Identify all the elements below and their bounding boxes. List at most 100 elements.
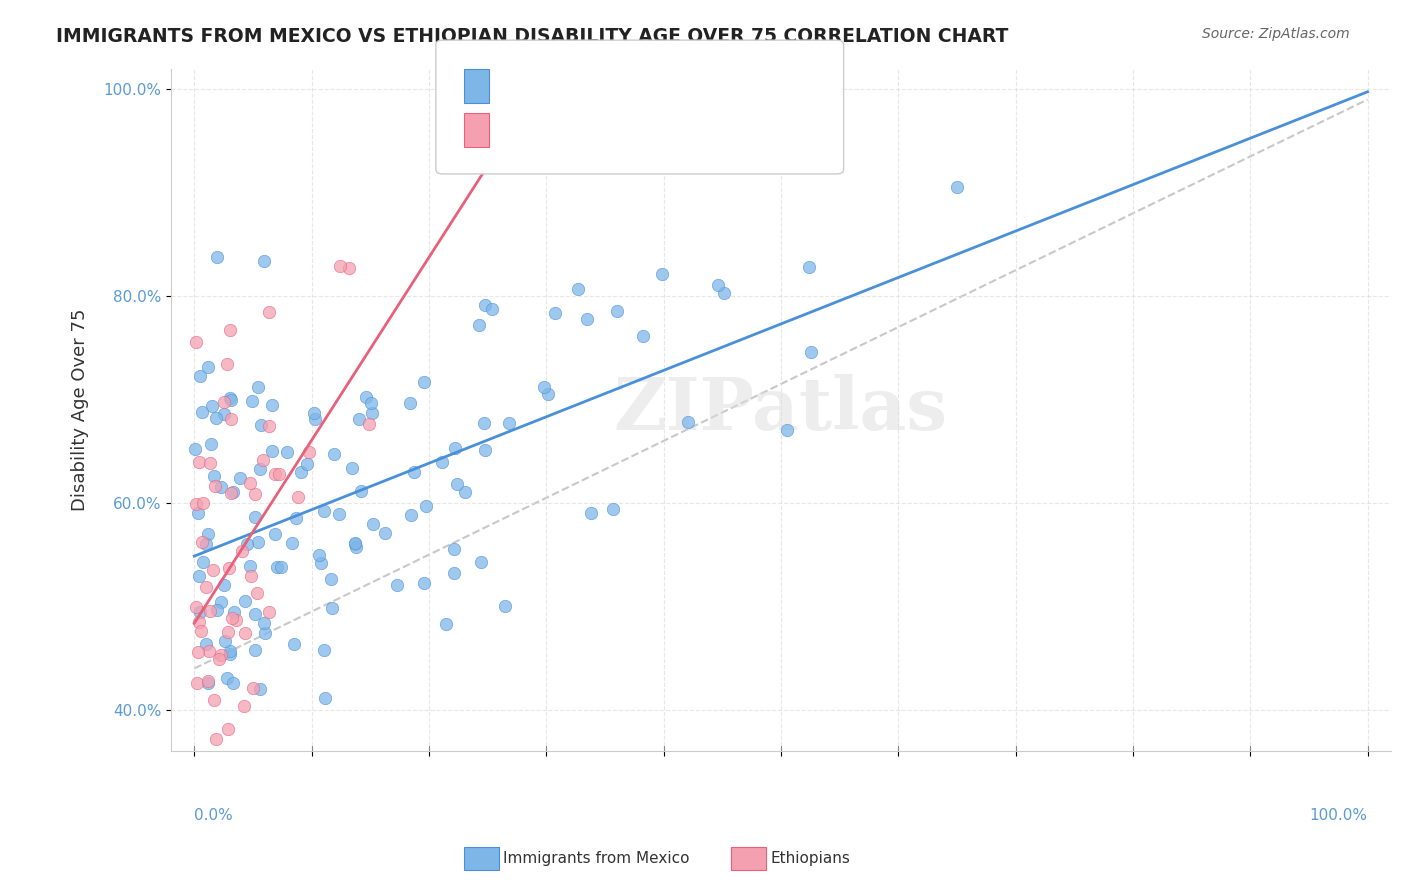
Point	[239, 558, 262, 573]
Point	[184, 756, 207, 771]
Point	[212, 407, 235, 421]
Point	[191, 535, 214, 549]
Point	[186, 676, 208, 690]
Point	[253, 625, 276, 640]
Text: Ethiopians: Ethiopians	[770, 852, 851, 866]
Point	[312, 642, 335, 657]
Point	[434, 616, 457, 631]
Point	[290, 465, 312, 479]
Point	[212, 578, 235, 592]
Point	[374, 525, 396, 540]
Point	[184, 599, 207, 614]
Point	[314, 691, 336, 706]
Point	[190, 368, 212, 383]
Point	[354, 391, 377, 405]
Point	[232, 698, 254, 713]
Point	[295, 457, 318, 471]
Point	[328, 507, 350, 521]
Point	[314, 504, 336, 518]
Point	[194, 537, 217, 551]
Point	[187, 455, 209, 469]
Point	[243, 607, 266, 621]
Point	[243, 486, 266, 500]
Point	[537, 387, 560, 401]
Point	[342, 461, 364, 475]
Point	[198, 604, 221, 618]
Point	[187, 507, 209, 521]
Point	[204, 478, 226, 492]
Point	[252, 615, 274, 630]
Point	[946, 180, 969, 194]
Point	[676, 416, 699, 430]
Point	[201, 399, 224, 413]
Point	[304, 411, 326, 425]
Point	[260, 398, 283, 412]
Text: Immigrants from Mexico: Immigrants from Mexico	[503, 852, 690, 866]
Point	[533, 380, 555, 394]
Point	[208, 652, 231, 666]
Point	[222, 675, 245, 690]
Point	[474, 443, 496, 458]
Point	[319, 572, 342, 586]
Point	[281, 535, 304, 549]
Point	[302, 406, 325, 420]
Point	[706, 277, 728, 292]
Point	[222, 485, 245, 500]
Point	[215, 357, 238, 371]
Point	[246, 585, 269, 599]
Point	[337, 260, 360, 275]
Point	[209, 648, 232, 663]
Point	[229, 471, 252, 485]
Point	[399, 508, 422, 522]
Point	[470, 555, 492, 569]
Point	[205, 251, 228, 265]
Point	[187, 569, 209, 583]
Point	[631, 329, 654, 343]
Point	[233, 626, 256, 640]
Point	[298, 444, 321, 458]
Point	[195, 638, 218, 652]
Text: R = 0.476   N = 121: R = 0.476 N = 121	[499, 76, 681, 94]
Point	[494, 599, 516, 613]
Point	[219, 392, 242, 407]
Point	[225, 613, 247, 627]
Point	[606, 304, 628, 318]
Point	[236, 536, 259, 550]
Point	[218, 560, 240, 574]
Point	[190, 624, 212, 638]
Point	[357, 417, 380, 431]
Point	[262, 444, 284, 458]
Point	[217, 624, 239, 639]
Point	[201, 563, 224, 577]
Point	[200, 437, 222, 451]
Text: R = 0.365   N = 54: R = 0.365 N = 54	[499, 120, 669, 138]
Point	[322, 447, 344, 461]
Point	[415, 499, 437, 513]
Point	[184, 497, 207, 511]
Point	[443, 566, 465, 580]
Point	[498, 417, 520, 431]
Point	[191, 555, 214, 569]
Point	[404, 465, 426, 479]
Point	[221, 611, 243, 625]
Point	[197, 359, 219, 374]
Point	[797, 260, 820, 274]
Point	[481, 301, 503, 316]
Point	[264, 467, 287, 481]
Point	[567, 282, 589, 296]
Point	[221, 771, 243, 785]
Point	[222, 606, 245, 620]
Point	[651, 268, 673, 282]
Point	[219, 643, 242, 657]
Point	[350, 483, 373, 498]
Point	[188, 605, 211, 619]
Point	[443, 441, 465, 455]
Point	[187, 615, 209, 629]
Point	[800, 345, 823, 359]
Point	[468, 318, 491, 332]
Point	[219, 323, 242, 337]
Point	[194, 843, 217, 857]
Point	[197, 675, 219, 690]
Point	[243, 509, 266, 524]
Point	[399, 396, 422, 410]
